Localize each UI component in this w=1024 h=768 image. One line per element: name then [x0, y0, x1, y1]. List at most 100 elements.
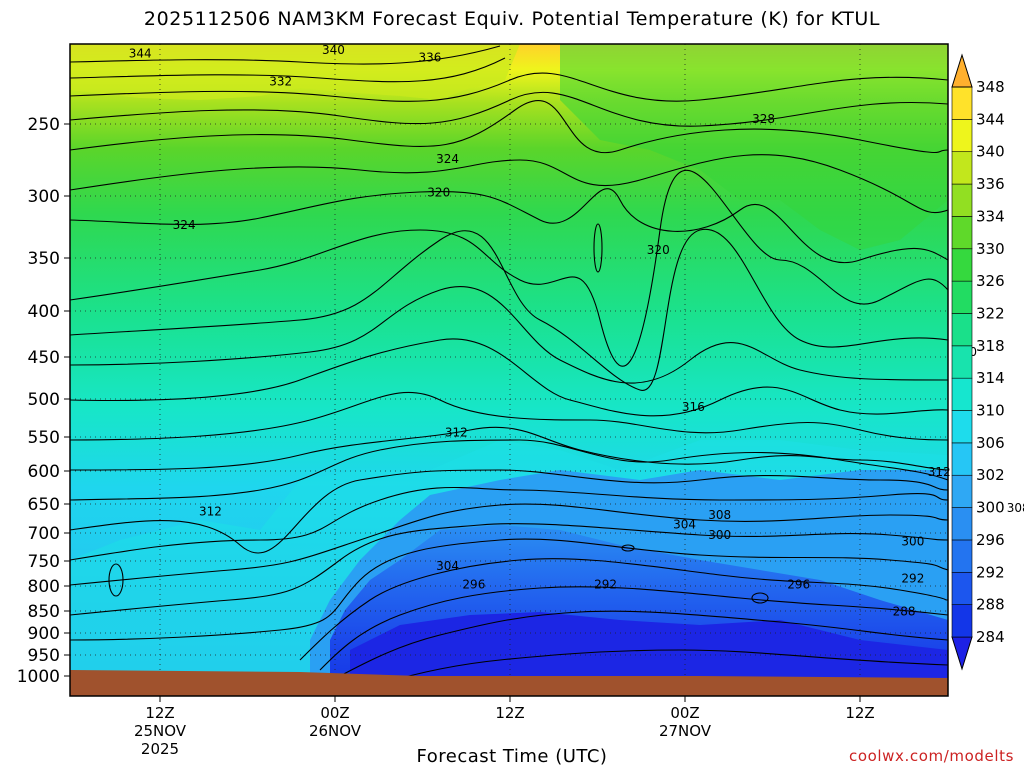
contour-label: 320 — [647, 243, 670, 257]
plot-frame — [69, 43, 949, 697]
colorbar-label: 348 — [976, 78, 1005, 96]
contour-label: 308 — [1007, 501, 1024, 515]
colorbar-swatch — [951, 377, 973, 411]
colorbar-label: 296 — [976, 531, 1005, 549]
contour-label: 304 — [673, 518, 696, 532]
colorbar-min-arrow — [951, 636, 973, 671]
contour-label: 312 — [928, 465, 951, 479]
contour-label: 336 — [419, 51, 442, 65]
colorbar-max-arrow — [951, 53, 973, 88]
grid — [70, 44, 948, 696]
y-tick-950: 950 — [28, 646, 60, 666]
y-tick-350: 350 — [28, 249, 60, 269]
y-tick-500: 500 — [28, 390, 60, 410]
colorbar: 284 288 292 296 300 302 306 310 314 318 322 326 330 3… — [951, 53, 1005, 671]
upper-green-band — [560, 44, 948, 250]
x-tick-date: 26NOV — [309, 722, 362, 740]
contour-label: 304 — [436, 559, 459, 573]
y-tick-850: 850 — [28, 602, 60, 622]
y-tick-700: 700 — [28, 524, 60, 544]
terrain — [70, 670, 948, 696]
colorbar-label: 322 — [976, 304, 1005, 322]
colorbar-swatch — [951, 280, 973, 314]
contour-label: 308 — [708, 508, 731, 522]
contour-label: 320 — [427, 186, 450, 200]
y-tick-600: 600 — [28, 462, 60, 482]
contour-field — [70, 44, 948, 696]
contour-label: 300 — [901, 535, 924, 549]
x-tick-label: 00Z — [670, 704, 699, 722]
x-tick-date: 27NOV — [659, 722, 712, 740]
contour-labels: 3443403363323283243203243203203163123163… — [129, 43, 1024, 618]
x-tick-label: 12Z — [145, 704, 174, 722]
contour-label: 344 — [129, 47, 152, 61]
colorbar-label: 306 — [976, 434, 1005, 452]
contour-label: 288 — [893, 604, 916, 618]
colorbar-swatch — [951, 248, 973, 282]
contour-label: 324 — [173, 218, 196, 232]
colorbar-label: 288 — [976, 596, 1005, 614]
contour-label: 312 — [445, 426, 468, 440]
colorbar-swatch — [951, 571, 973, 605]
y-tick-450: 450 — [28, 348, 60, 368]
chart-title: 2025112506 NAM3KM Forecast Equiv. Potent… — [143, 8, 881, 30]
x-tick-year: 2025 — [141, 740, 179, 758]
colorbar-swatch — [951, 183, 973, 217]
y-tick-1000: 1000 — [17, 667, 60, 687]
colorbar-swatch — [951, 474, 973, 508]
x-tick-labels: 12Z 25NOV 2025 00Z 26NOV 12Z 00Z 27NOV 1… — [134, 704, 875, 758]
colorbar-label: 284 — [976, 628, 1005, 646]
y-tick-750: 750 — [28, 552, 60, 572]
colorbar-swatch — [951, 216, 973, 250]
contour-label: 300 — [708, 528, 731, 542]
x-tick-date: 25NOV — [134, 722, 187, 740]
x-tick-label: 12Z — [845, 704, 874, 722]
contour-label: 292 — [594, 577, 617, 591]
contour-label: 328 — [752, 112, 775, 126]
contour-label: 324 — [436, 152, 459, 166]
colorbar-label: 302 — [976, 466, 1005, 484]
y-tick-labels: 250 300 350 400 450 500 550 600 650 700 … — [17, 115, 60, 687]
colorbar-label: 300 — [976, 499, 1005, 517]
x-axis — [159, 696, 861, 702]
colorbar-swatch — [951, 410, 973, 444]
y-tick-250: 250 — [28, 115, 60, 135]
contour-label: 292 — [901, 571, 924, 585]
colorbar-label: 314 — [976, 369, 1005, 387]
contour-label: 312 — [199, 505, 222, 519]
colorbar-label: 326 — [976, 272, 1005, 290]
colorbar-label: 336 — [976, 175, 1005, 193]
colorbar-swatch — [951, 86, 973, 120]
colorbar-label: 292 — [976, 563, 1005, 581]
colorbar-label: 344 — [976, 110, 1005, 128]
contour-lines — [70, 45, 948, 685]
x-tick-label: 00Z — [320, 704, 349, 722]
colorbar-swatch — [951, 119, 973, 153]
contour-label: 332 — [269, 74, 292, 88]
y-tick-650: 650 — [28, 495, 60, 515]
contour-label: 340 — [322, 43, 345, 57]
coldest-core — [350, 612, 948, 696]
colorbar-swatch — [951, 604, 973, 638]
y-tick-300: 300 — [28, 187, 60, 207]
colorbar-label: 318 — [976, 337, 1005, 355]
y-tick-400: 400 — [28, 302, 60, 322]
colorbar-label: 340 — [976, 143, 1005, 161]
y-tick-550: 550 — [28, 428, 60, 448]
credit-link[interactable]: coolwx.com/modelts — [849, 747, 1014, 765]
contour-label: 296 — [787, 577, 810, 591]
contour-label: 296 — [462, 577, 485, 591]
colorbar-label: 334 — [976, 207, 1005, 225]
colorbar-swatch — [951, 507, 973, 541]
colorbar-swatch — [951, 313, 973, 347]
y-tick-800: 800 — [28, 577, 60, 597]
x-tick-label: 12Z — [495, 704, 524, 722]
upper-warm-band — [70, 44, 520, 100]
colorbar-label: 330 — [976, 240, 1005, 258]
x-axis-label: Forecast Time (UTC) — [416, 746, 608, 767]
y-axis — [64, 123, 70, 677]
y-tick-900: 900 — [28, 624, 60, 644]
colorbar-swatch — [951, 345, 973, 379]
colorbar-swatch — [951, 442, 973, 476]
